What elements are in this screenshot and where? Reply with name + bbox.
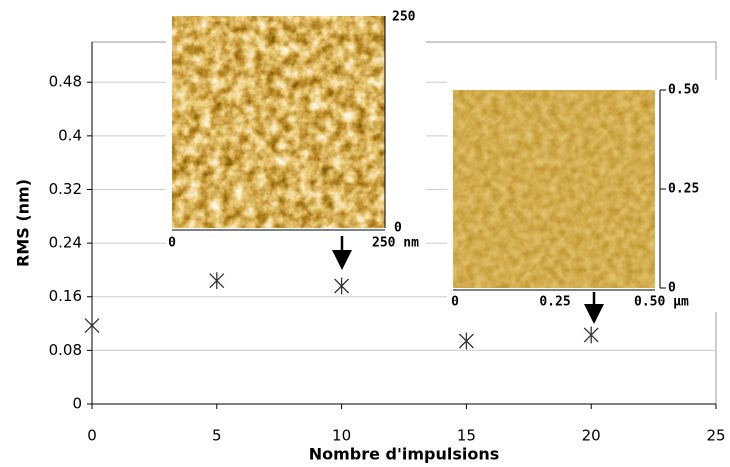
colorbar-label: 0.50 [668, 83, 699, 98]
colorbar-label: 0 [668, 281, 676, 296]
x-axis-label: Nombre d'impulsions [309, 445, 500, 464]
data-point [209, 272, 225, 290]
y-tick-label: 0.16 [49, 287, 82, 305]
y-tick-label: 0 [72, 395, 82, 413]
y-axis-label: RMS (nm) [14, 179, 33, 267]
x-tick-label: 10 [332, 427, 351, 445]
x-tick-label: 20 [582, 427, 601, 445]
x-tick-label: 0 [87, 427, 97, 445]
x-tick-label: 5 [212, 427, 222, 445]
y-tick-label: 0.08 [49, 341, 82, 359]
scale-label: 0 [451, 295, 459, 310]
scale-label: 0.25 [539, 295, 570, 310]
data-point [334, 277, 350, 295]
colorbar-label: 0.25 [668, 182, 699, 197]
data-point [583, 326, 599, 344]
data-point [458, 332, 474, 350]
x-tick-label: 25 [706, 427, 725, 445]
scale-label: 0 [168, 236, 176, 251]
colorbar-label: 0 [394, 221, 402, 236]
colorbar-label: 250 [392, 10, 416, 25]
y-tick-label: 0.32 [49, 180, 82, 198]
scale-label: 0.50 µm [634, 295, 689, 310]
afm-image [172, 16, 385, 228]
x-tick-label: 15 [457, 427, 476, 445]
data-point [84, 318, 100, 334]
inset-1: 250 0 0 250 nm [166, 10, 426, 270]
scale-label: 250 nm [372, 236, 419, 251]
y-tick-label: 0.4 [58, 126, 82, 144]
inset-2: 0.50 0.25 0 0 0.25 0.50 µm [447, 80, 717, 324]
y-tick-label: 0.48 [49, 73, 82, 91]
y-tick-label: 0.24 [49, 234, 82, 252]
afm-image [453, 90, 655, 288]
